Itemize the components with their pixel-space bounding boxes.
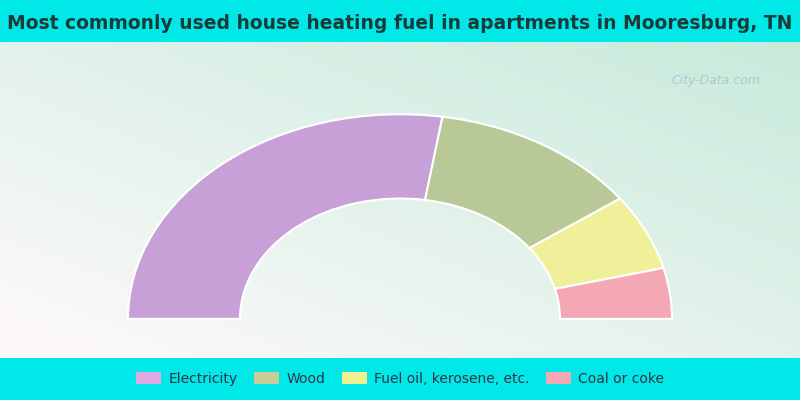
Text: Most commonly used house heating fuel in apartments in Mooresburg, TN: Most commonly used house heating fuel in… xyxy=(7,14,793,33)
Wedge shape xyxy=(425,117,620,248)
Text: City-Data.com: City-Data.com xyxy=(671,74,760,86)
Wedge shape xyxy=(128,114,442,319)
Wedge shape xyxy=(555,268,672,319)
Wedge shape xyxy=(530,198,663,289)
Legend: Electricity, Wood, Fuel oil, kerosene, etc., Coal or coke: Electricity, Wood, Fuel oil, kerosene, e… xyxy=(131,366,669,392)
